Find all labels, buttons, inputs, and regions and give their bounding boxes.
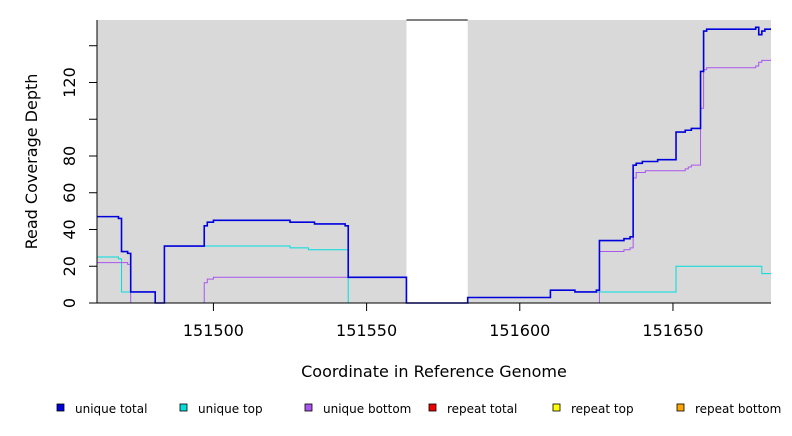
x-tick-label: 151550 [336,321,397,340]
legend-label: unique top [198,402,263,416]
legend: unique total unique top unique bottom repea… [56,402,781,416]
legend-swatch-unique-bottom [304,403,313,412]
x-tick-label: 151500 [183,321,244,340]
x-axis-label: Coordinate in Reference Genome [301,362,567,381]
x-tick-label: 151600 [489,321,550,340]
gap-region [406,20,468,303]
legend-swatch-repeat-total [428,403,437,412]
y-tick-label: 40 [60,219,79,239]
legend-label: unique total [75,402,147,416]
y-tick-label: 20 [60,256,79,276]
legend-label: repeat total [447,402,517,416]
series-line-unique-total [97,26,771,304]
x-tick-label: 151650 [642,321,703,340]
plot-background [97,20,771,303]
series-line-unique-bottom [97,59,771,304]
legend-swatch-repeat-top [552,403,561,412]
y-axis-label: Read Coverage Depth [22,74,41,250]
y-tick-label: 60 [60,183,79,203]
legend-swatch-unique-top [179,403,188,412]
y-tick-label: 80 [60,146,79,166]
legend-label: unique bottom [323,402,411,416]
legend-swatch-unique-total [56,403,65,412]
legend-label: repeat top [571,402,634,416]
legend-label: repeat bottom [695,402,781,416]
legend-swatch-repeat-bottom [676,403,685,412]
y-tick-label: 120 [60,67,79,98]
axes-layer: 0 20 40 60 80 120 151500 151550 151600 151650 [60,19,771,340]
y-tick-label: 0 [60,298,79,308]
